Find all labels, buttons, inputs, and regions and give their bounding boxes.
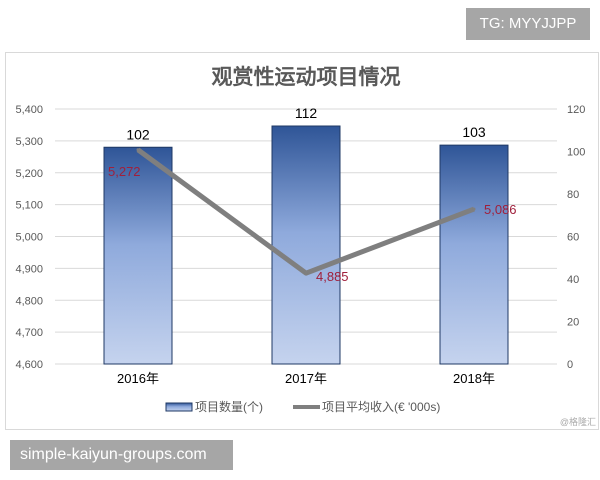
site-badge: simple-kaiyun-groups.com: [10, 440, 233, 470]
left-tick-label: 4,700: [15, 327, 43, 339]
bar-data-label: 102: [126, 126, 150, 142]
legend-bar-swatch: [165, 402, 193, 412]
right-tick-label: 0: [567, 359, 573, 371]
left-tick-label: 5,000: [15, 232, 43, 244]
x-tick-label: 2017年: [285, 371, 327, 386]
bar-data-label: 103: [462, 124, 486, 140]
left-tick-label: 4,900: [15, 263, 43, 275]
right-tick-label: 120: [567, 104, 585, 116]
x-tick-label: 2018年: [453, 371, 495, 386]
watermark: @格隆汇: [560, 416, 596, 427]
x-tick-label: 2016年: [117, 371, 159, 386]
left-tick-label: 5,100: [15, 200, 43, 212]
left-tick-label: 4,800: [15, 295, 43, 307]
left-tick-label: 5,400: [15, 104, 43, 116]
chart-title: 观赏性运动项目情况: [212, 65, 401, 89]
tg-badge: TG: MYYJJPP: [466, 8, 590, 40]
legend-bar-label: 项目数量(个): [195, 399, 263, 414]
line-data-label: 5,272: [108, 164, 141, 179]
right-tick-label: 40: [567, 274, 579, 286]
right-tick-label: 60: [567, 232, 579, 244]
line-point: [472, 207, 476, 211]
legend: 项目数量(个) 项目平均收入(€ '000s): [165, 399, 440, 414]
left-tick-label: 5,300: [15, 136, 43, 148]
left-tick-label: 5,200: [15, 168, 43, 180]
bar-data-label: 112: [295, 105, 318, 121]
left-tick-label: 4,600: [15, 359, 43, 371]
right-tick-label: 20: [567, 317, 579, 329]
right-tick-label: 100: [567, 147, 585, 159]
right-tick-label: 80: [567, 189, 579, 201]
line-point: [304, 271, 308, 275]
bar: [271, 125, 341, 365]
bar: [439, 144, 509, 365]
line-data-label: 5,086: [484, 202, 517, 217]
legend-line-label: 项目平均收入(€ '000s): [322, 400, 440, 414]
line-data-label: 4,885: [316, 269, 349, 284]
bar: [103, 146, 173, 365]
line-point: [136, 148, 140, 152]
